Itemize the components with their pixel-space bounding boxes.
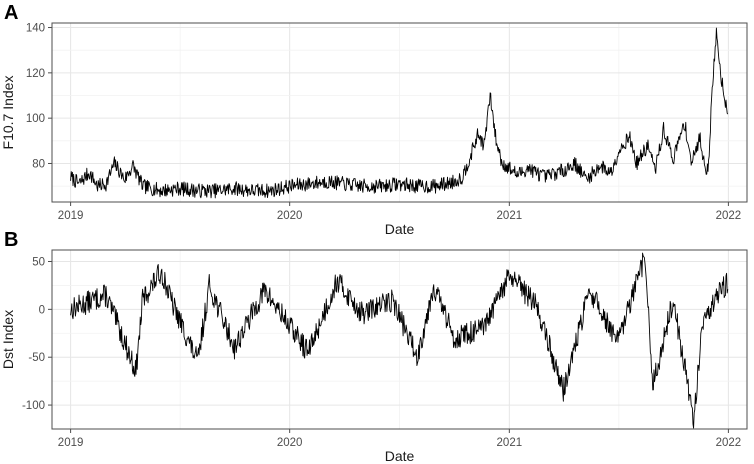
panel-b-xlabel: Date [385, 448, 415, 464]
x-tick-label: 2022 [716, 210, 742, 222]
panel-a-xlabel: Date [385, 221, 415, 237]
y-tick-label: 140 [26, 23, 45, 35]
y-tick-label: -50 [28, 352, 45, 364]
y-tick-label: 100 [26, 113, 45, 125]
panel-a-frame [51, 22, 748, 203]
y-tick-label: 50 [32, 256, 45, 268]
panel-b-series [70, 252, 729, 429]
panel-a-letter: A [4, 2, 18, 24]
panel-a-ylabel: F10.7 Index [0, 76, 16, 150]
panel-a: A 2019 2020 2021 2022 80 100 120 140 Date F10.7… [0, 2, 748, 237]
series-line [70, 252, 729, 429]
x-tick-label: 2020 [277, 210, 303, 222]
x-tick-label: 2021 [497, 437, 523, 449]
y-tick-label: 120 [26, 68, 45, 80]
x-tick-label: 2022 [716, 437, 742, 449]
panel-b-ylabel: Dst Index [0, 310, 16, 369]
panel-a-series [70, 27, 729, 199]
y-tick-label: 0 [39, 304, 45, 316]
panel-b-ticks: 2019 2020 2021 2022 50 0 -50 -100 [22, 256, 741, 449]
x-tick-label: 2019 [58, 437, 84, 449]
x-tick-label: 2021 [497, 210, 523, 222]
x-tick-label: 2019 [58, 210, 84, 222]
panel-b: B 2019 2020 2021 2022 50 0 -50 -100 Date Dst In… [0, 229, 748, 464]
y-tick-label: -100 [22, 400, 45, 412]
y-tick-label: 80 [32, 158, 45, 170]
panel-b-frame [51, 249, 748, 430]
panel-a-ticks: 2019 2020 2021 2022 80 100 120 140 [26, 23, 741, 222]
panel-a-grid [52, 23, 747, 202]
x-tick-label: 2020 [277, 437, 303, 449]
series-line [70, 27, 729, 199]
panel-b-letter: B [4, 229, 18, 251]
